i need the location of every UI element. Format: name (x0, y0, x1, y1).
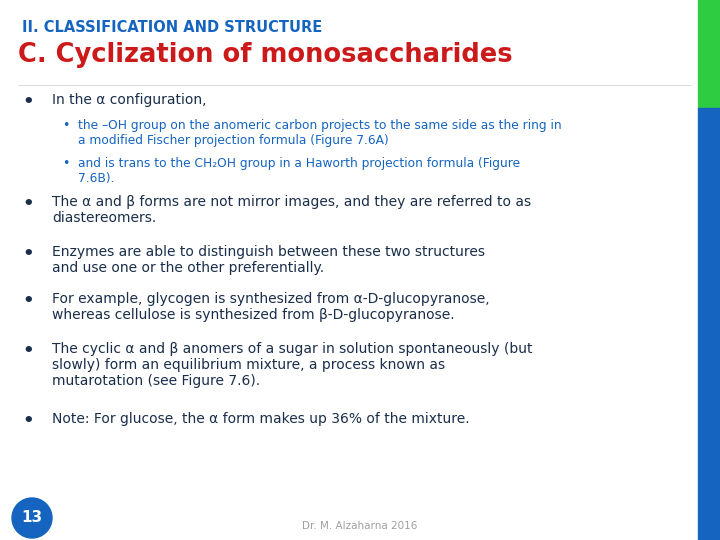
Text: •: • (22, 292, 34, 310)
Text: In the α configuration,: In the α configuration, (52, 93, 207, 107)
Text: C. Cyclization of monosaccharides: C. Cyclization of monosaccharides (18, 42, 513, 68)
Text: •: • (22, 245, 34, 263)
Text: •: • (62, 119, 69, 132)
Text: 13: 13 (22, 510, 42, 525)
Bar (698, 108, 720, 540)
Text: The α and β forms are not mirror images, and they are referred to as
diastereome: The α and β forms are not mirror images,… (52, 195, 531, 225)
Text: Enzymes are able to distinguish between these two structures
and use one or the : Enzymes are able to distinguish between … (52, 245, 485, 275)
Text: and is trans to the CH₂OH group in a Haworth projection formula (Figure
7.6B).: and is trans to the CH₂OH group in a Haw… (78, 157, 520, 185)
Bar (698, 0, 720, 108)
Text: •: • (22, 342, 34, 360)
Text: •: • (22, 93, 34, 111)
Text: •: • (22, 195, 34, 213)
Circle shape (12, 498, 52, 538)
Text: Note: For glucose, the α form makes up 36% of the mixture.: Note: For glucose, the α form makes up 3… (52, 412, 469, 426)
Text: •: • (22, 412, 34, 430)
Text: The cyclic α and β anomers of a sugar in solution spontaneously (but
slowly) for: The cyclic α and β anomers of a sugar in… (52, 342, 533, 388)
Text: •: • (62, 157, 69, 170)
Text: For example, glycogen is synthesized from α-D-glucopyranose,
whereas cellulose i: For example, glycogen is synthesized fro… (52, 292, 490, 322)
Text: II. CLASSIFICATION AND STRUCTURE: II. CLASSIFICATION AND STRUCTURE (22, 20, 323, 35)
Text: Dr. M. Alzaharna 2016: Dr. M. Alzaharna 2016 (302, 521, 418, 531)
Text: the –OH group on the anomeric carbon projects to the same side as the ring in
a : the –OH group on the anomeric carbon pro… (78, 119, 562, 147)
